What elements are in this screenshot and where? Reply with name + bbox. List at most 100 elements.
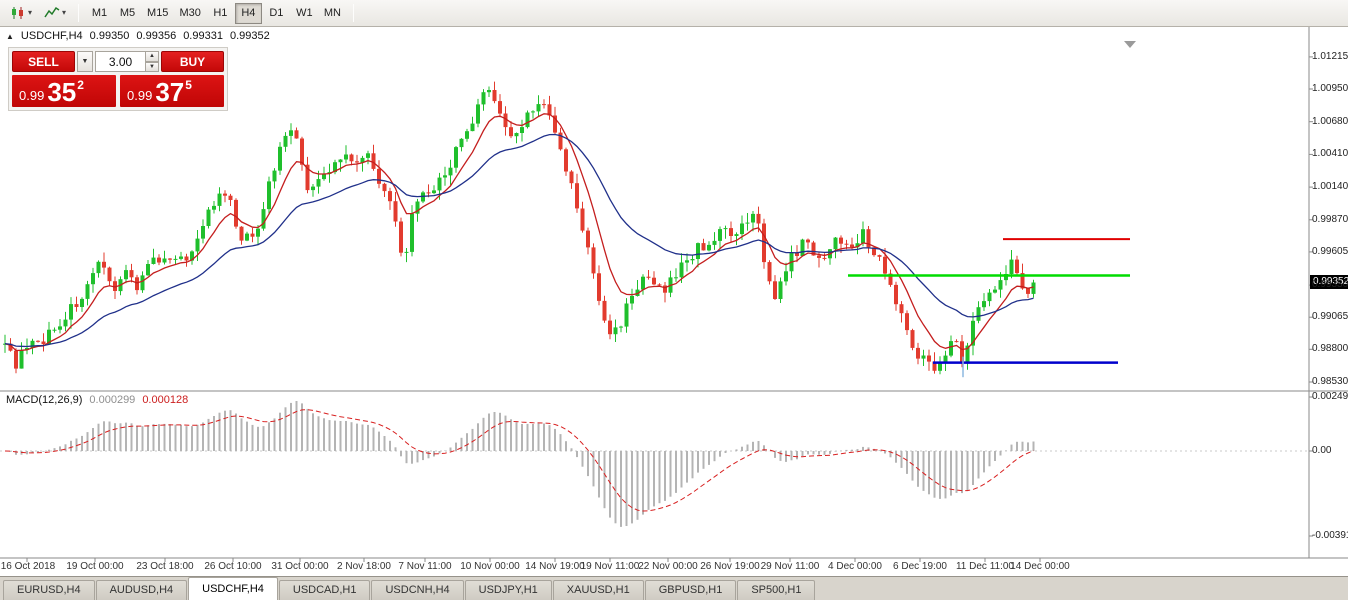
buy-price-prefix: 0.99: [127, 88, 153, 103]
price-axis-label: 0.99065: [1312, 311, 1348, 323]
time-axis-label: 11 Dec 11:00: [955, 561, 1014, 572]
candlestick-series: [3, 81, 1036, 375]
indicator-icon: [44, 6, 60, 18]
sell-price-big: 35: [47, 77, 77, 108]
timeframe-button-w1[interactable]: W1: [291, 3, 318, 24]
price-axis-label: 1.00950: [1312, 83, 1348, 95]
current-price-badge: 0.99352: [1310, 275, 1348, 290]
chart-tab-usdjpy[interactable]: USDJPY,H1: [464, 580, 552, 600]
chart-shift-marker[interactable]: [1124, 41, 1136, 48]
toolbar-separator: [352, 4, 354, 22]
ohlc-low: 0.99331: [183, 30, 223, 42]
buy-button[interactable]: BUY: [161, 51, 224, 72]
macd-main-value: 0.000299: [89, 394, 136, 406]
trade-panel-controls: SELL ▼ ▲ ▼ BUY: [12, 51, 224, 72]
time-axis-label: 29 Nov 11:00: [760, 561, 820, 572]
time-axis-label: 16 Oct 2018: [0, 561, 56, 572]
time-axis-label: 23 Oct 18:00: [136, 561, 194, 572]
tabs-bar: EURUSD,H4 AUDUSD,H4 USDCHF,H4 USDCAD,H1 USDC…: [0, 576, 1348, 600]
timeframe-button-h1[interactable]: H1: [207, 3, 234, 24]
time-axis-label: 19 Nov 11:00: [580, 561, 640, 572]
timeframe-button-d1[interactable]: D1: [263, 3, 290, 24]
indicators-button[interactable]: ▾: [39, 3, 71, 24]
timeframe-button-m5[interactable]: M5: [114, 3, 141, 24]
timeframe-button-m1[interactable]: M1: [86, 3, 113, 24]
chart-canvas[interactable]: [0, 27, 1348, 576]
trade-panel-prices: 0.99 35 2 0.99 37 5: [12, 75, 224, 107]
price-axis-label: 0.99870: [1312, 213, 1348, 225]
buy-price-display[interactable]: 0.99 37 5: [120, 75, 224, 107]
price-axis-label: 1.01215: [1312, 50, 1348, 62]
macd-histogram: [9, 401, 1035, 527]
volume-field: ▲ ▼: [95, 51, 159, 72]
time-axis-label: 26 Oct 10:00: [204, 561, 262, 572]
chart-tab-usdchf[interactable]: USDCHF,H4: [188, 577, 278, 600]
price-axis-label: 0.98530: [1312, 376, 1348, 387]
trade-panel: SELL ▼ ▲ ▼ BUY 0.99 35 2 0.9: [8, 47, 228, 111]
chart-tab-usdcnh[interactable]: USDCNH,H4: [371, 580, 464, 600]
time-axis-label: 2 Nov 18:00: [337, 561, 391, 572]
price-axis-label: 0.99605: [1312, 245, 1348, 257]
volume-stepper: ▲ ▼: [145, 51, 159, 72]
chart-window[interactable]: ▲ USDCHF,H4 0.99350 0.99356 0.99331 0.99…: [0, 27, 1348, 576]
time-axis-label: 7 Nov 11:00: [398, 561, 452, 572]
chart-header: ▲ USDCHF,H4 0.99350 0.99356 0.99331 0.99…: [6, 30, 270, 42]
volume-input[interactable]: [95, 51, 145, 72]
macd-signal-line: [4, 409, 1034, 512]
time-axis-label: 31 Oct 00:00: [271, 561, 329, 572]
price-axis-label: 1.00140: [1312, 181, 1348, 193]
chevron-down-icon: ▾: [62, 8, 67, 17]
time-axis-label: 14 Nov 19:00: [525, 561, 585, 572]
macd-axis-label: -0.003913: [1312, 530, 1348, 541]
price-axis-label: 0.99330: [1312, 279, 1348, 291]
volume-increase-button[interactable]: ▲: [145, 51, 159, 62]
time-axis-label: 19 Oct 00:00: [66, 561, 124, 572]
sell-price-display[interactable]: 0.99 35 2: [12, 75, 116, 107]
macd-header: MACD(12,26,9) 0.000299 0.000128: [6, 394, 188, 406]
volume-dropdown-button[interactable]: ▼: [77, 51, 93, 72]
ma-line-8: [4, 113, 1034, 352]
chart-tab-gbpusd[interactable]: GBPUSD,H1: [644, 580, 737, 600]
collapse-arrow-icon[interactable]: ▲: [6, 31, 14, 41]
chart-tab-sp500[interactable]: SP500,H1: [737, 580, 816, 600]
candlestick-icon: [12, 7, 23, 19]
time-axis-label: 6 Dec 19:00: [893, 561, 947, 572]
chevron-down-icon: ▾: [28, 8, 33, 17]
timeframe-group: M1 M5 M15 M30 H1 H4 D1 W1 MN: [86, 2, 346, 24]
chart-tab-xauusd[interactable]: XAUUSD,H1: [552, 580, 644, 600]
buy-price-sup: 5: [185, 78, 192, 92]
price-axis-label: 0.98800: [1312, 343, 1348, 355]
ohlc-close: 0.99352: [229, 30, 270, 42]
macd-label: MACD(12,26,9): [6, 394, 83, 406]
time-axis-label: 14 Dec 00:00: [1010, 561, 1070, 572]
price-axis-label: 1.00680: [1312, 115, 1348, 127]
time-axis-label: 4 Dec 00:00: [828, 561, 882, 572]
chevron-down-icon: ▼: [81, 58, 89, 65]
timeframe-button-m30[interactable]: M30: [174, 3, 205, 24]
buy-price-big: 37: [155, 77, 185, 108]
timeframe-button-mn[interactable]: MN: [319, 3, 346, 24]
chart-tab-usdcad[interactable]: USDCAD,H1: [278, 580, 371, 600]
time-axis-label: 10 Nov 00:00: [460, 561, 520, 572]
ma-line-26: [4, 133, 1034, 348]
sell-button[interactable]: SELL: [12, 51, 75, 72]
chart-symbol-label: USDCHF,H4: [20, 30, 83, 42]
toolbar-separator: [78, 4, 80, 22]
timeframe-button-h4[interactable]: H4: [234, 2, 262, 24]
timeframe-button-m15[interactable]: M15: [142, 3, 173, 24]
ohlc-high: 0.99356: [136, 30, 177, 42]
sell-price-prefix: 0.99: [19, 88, 45, 103]
chart-type-button[interactable]: ▾: [5, 3, 37, 24]
macd-signal-value: 0.000128: [142, 394, 189, 406]
macd-axis-label: 0.002492: [1312, 391, 1348, 402]
time-axis-label: 26 Nov 19:00: [700, 561, 760, 572]
time-axis-label: 22 Nov 00:00: [638, 561, 698, 572]
volume-decrease-button[interactable]: ▼: [145, 61, 159, 72]
ohlc-open: 0.99350: [89, 30, 130, 42]
chart-tab-audusd[interactable]: AUDUSD,H4: [95, 580, 188, 600]
chart-tab-eurusd[interactable]: EURUSD,H4: [3, 580, 95, 600]
price-axis-label: 1.00410: [1312, 148, 1348, 160]
toolbar: ▾ ▾ M1 M5 M15 M30 H1 H4 D1 W1 MN: [0, 0, 1348, 27]
sell-price-sup: 2: [77, 78, 84, 92]
